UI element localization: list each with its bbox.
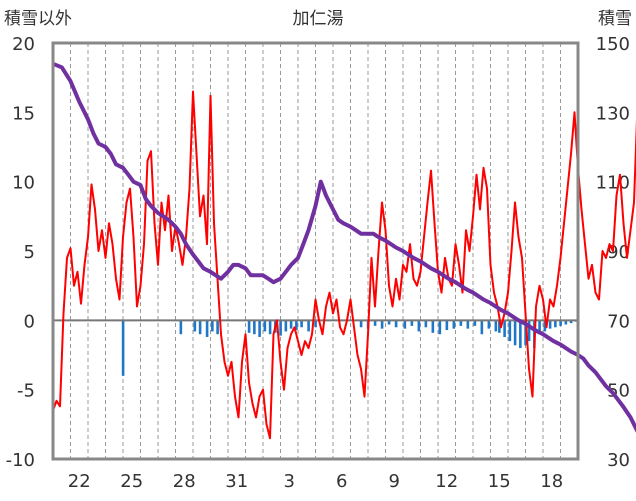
precipitation-bar <box>284 320 288 332</box>
left-tick-label: 20 <box>12 34 35 55</box>
precipitation-bar <box>538 320 541 335</box>
precipitation-bar <box>431 320 435 333</box>
precipitation-bar <box>438 320 442 335</box>
precipitation-bar <box>289 320 293 329</box>
precipitation-bar <box>508 320 512 342</box>
precipitation-bar <box>193 320 197 332</box>
right-tick-label: 130 <box>596 103 630 124</box>
precipitation-bar <box>480 320 484 335</box>
precipitation-bar <box>503 320 506 337</box>
precipitation-bar <box>373 320 377 326</box>
precipitation-bar <box>554 320 557 328</box>
x-tick-label: 31 <box>225 471 248 492</box>
precipitation-bar <box>279 320 282 336</box>
precipitation-bar <box>524 320 527 346</box>
precipitation-bar <box>494 320 498 332</box>
precipitation-bar <box>121 320 125 376</box>
precipitation-bar <box>247 320 251 333</box>
right-tick-label: 70 <box>607 311 630 332</box>
precipitation-bar <box>263 320 267 332</box>
left-tick-label: 0 <box>24 311 35 332</box>
precipitation-bar <box>314 320 317 328</box>
precipitation-bar <box>559 320 562 326</box>
left-tick-label: 5 <box>24 242 35 263</box>
x-tick-label: 9 <box>389 471 400 492</box>
precipitation-bar <box>459 320 463 326</box>
right-tick-label: 110 <box>596 173 630 194</box>
left-axis-label: 積雪以外 <box>4 9 72 29</box>
right-tick-label: 50 <box>607 381 630 402</box>
precipitation-bar <box>410 320 414 326</box>
chart-title: 加仁湯 <box>293 9 344 29</box>
snow-depth-line <box>52 61 636 433</box>
precipitation-bar <box>211 320 214 332</box>
precipitation-bar <box>198 320 202 335</box>
precipitation-bar <box>295 320 298 331</box>
day-gridlines <box>70 43 561 459</box>
precipitation-bar <box>473 320 477 326</box>
x-tick-label: 25 <box>120 471 143 492</box>
left-tick-label: 15 <box>12 103 35 124</box>
precipitation-bar <box>216 320 219 335</box>
precipitation-bar <box>268 320 272 335</box>
precipitation-bar <box>205 320 209 337</box>
left-axis-ticks: 20 15 10 5 0 -5 -10 <box>6 34 35 471</box>
plot-frame <box>51 41 580 461</box>
right-axis-label: 積雪 <box>598 9 632 29</box>
precipitation-bar <box>543 320 547 332</box>
x-tick-label: 28 <box>173 471 196 492</box>
left-tick-label: 10 <box>12 173 35 194</box>
x-tick-label: 18 <box>540 471 563 492</box>
precipitation-bar <box>387 320 391 325</box>
precipitation-bar <box>417 320 421 332</box>
left-tick-label: -5 <box>17 381 35 402</box>
precipitation-bar <box>424 320 428 328</box>
precipitation-bar <box>513 320 517 346</box>
precipitation-bar <box>300 320 303 328</box>
precipitation-bar <box>359 320 363 328</box>
precipitation-bar <box>179 320 183 335</box>
precipitation-bar <box>307 320 310 332</box>
precipitation-bar <box>452 320 456 329</box>
x-tick-label: 12 <box>435 471 458 492</box>
precipitation-bar <box>564 320 568 325</box>
right-tick-label: 30 <box>607 450 630 471</box>
left-tick-label: -10 <box>6 450 35 471</box>
x-tick-label: 3 <box>284 471 295 492</box>
x-axis-ticks: 22 25 28 31 3 6 9 12 15 18 <box>68 471 563 492</box>
right-tick-label: 150 <box>596 34 630 55</box>
precipitation-bar <box>258 320 261 337</box>
precipitation-bar <box>380 320 384 329</box>
precipitation-bar <box>569 320 573 324</box>
precipitation-bar <box>519 320 522 349</box>
precipitation-bar <box>253 320 256 335</box>
precipitation-bar <box>527 320 531 342</box>
x-tick-label: 15 <box>488 471 511 492</box>
x-tick-label: 22 <box>68 471 91 492</box>
precipitation-bar <box>548 320 552 329</box>
precipitation-bar <box>466 320 470 329</box>
x-tick-label: 6 <box>336 471 347 492</box>
temperature-line <box>52 90 636 440</box>
precipitation-bar <box>403 320 407 329</box>
precipitation-bar <box>394 320 398 328</box>
precipitation-bar <box>498 320 501 333</box>
precipitation-bars <box>121 320 578 376</box>
precipitation-bar <box>487 320 491 329</box>
precipitation-bar <box>445 320 449 331</box>
